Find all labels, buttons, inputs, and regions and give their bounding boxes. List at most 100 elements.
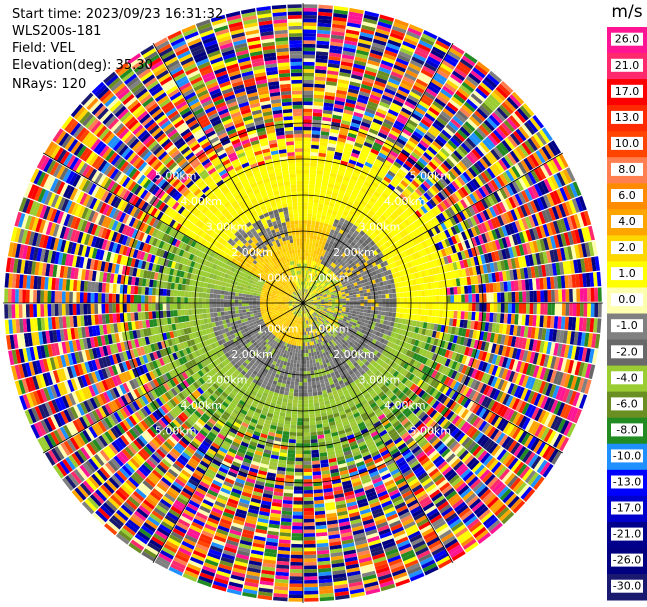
- range-gate: [311, 141, 320, 146]
- range-gate: [317, 262, 321, 267]
- range-gate: [437, 36, 452, 47]
- range-gate: [454, 131, 466, 142]
- range-gate: [496, 313, 501, 323]
- range-gate: [430, 49, 445, 60]
- range-gate: [402, 313, 407, 319]
- range-gate: [451, 96, 463, 107]
- range-gate: [416, 103, 428, 113]
- range-gate: [303, 213, 308, 217]
- range-gate: [396, 307, 401, 313]
- range-gate: [331, 304, 336, 307]
- range-gate: [330, 253, 335, 258]
- range-gate: [303, 421, 310, 426]
- range-gate: [529, 303, 534, 315]
- range-gate: [357, 131, 367, 139]
- range-gate: [351, 233, 358, 239]
- range-gate: [352, 187, 360, 194]
- range-gate: [394, 61, 408, 70]
- range-gate: [343, 259, 349, 265]
- range-gate: [312, 213, 317, 218]
- range-gate: [314, 281, 318, 286]
- range-gate: [461, 55, 476, 67]
- range-gate: [319, 222, 325, 227]
- range-gate: [350, 152, 360, 159]
- range-gate: [303, 173, 310, 178]
- range-gate: [330, 41, 343, 47]
- range-gate: [307, 220, 312, 225]
- range-gate: [331, 165, 339, 171]
- range-gate: [470, 70, 484, 82]
- range-gate: [309, 271, 312, 276]
- range-gate: [454, 67, 468, 79]
- range-gate: [445, 53, 459, 64]
- range-gate: [303, 385, 308, 390]
- range-gate: [312, 209, 318, 214]
- range-gate: [324, 266, 329, 271]
- range-gate: [369, 197, 377, 204]
- range-gate: [362, 197, 370, 204]
- range-gate: [464, 303, 469, 311]
- range-gate: [315, 286, 319, 291]
- range-gate: [319, 248, 324, 253]
- range-gate: [371, 45, 385, 53]
- range-gate: [307, 256, 311, 261]
- range-gate: [373, 161, 382, 169]
- range-gate: [309, 345, 313, 350]
- range-gate: [304, 587, 319, 591]
- range-gate: [308, 392, 313, 397]
- range-gate: [446, 79, 459, 90]
- range-gate: [450, 118, 462, 129]
- range-gate: [303, 382, 308, 386]
- range-gate: [440, 110, 452, 121]
- range-gate: [322, 265, 327, 270]
- range-gate: [476, 61, 491, 73]
- range-gate: [372, 204, 380, 211]
- range-gate: [319, 267, 323, 272]
- range-gate: [379, 14, 395, 22]
- range-gate: [307, 289, 310, 294]
- range-gate: [394, 208, 402, 216]
- range-gate: [310, 367, 314, 371]
- range-gate: [308, 195, 314, 200]
- range-gate: [323, 275, 327, 279]
- range-gate: [318, 156, 326, 161]
- range-gate: [330, 266, 335, 271]
- range-gate: [344, 143, 354, 149]
- range-gate: [420, 118, 432, 128]
- range-gate: [312, 116, 322, 121]
- range-gate: [303, 40, 316, 45]
- range-gate: [318, 225, 324, 230]
- range-gate: [311, 457, 320, 462]
- range-gate: [310, 253, 314, 258]
- range-gate: [459, 58, 474, 70]
- range-gate: [357, 178, 365, 185]
- range-gate: [303, 97, 313, 102]
- range-gate: [303, 299, 304, 303]
- range-gate: [348, 182, 356, 188]
- range-gate: [343, 150, 352, 156]
- range-gate: [463, 101, 476, 113]
- range-gate: [504, 292, 509, 303]
- range-gate: [323, 102, 334, 108]
- range-gate: [310, 292, 314, 296]
- range-gate: [324, 242, 330, 247]
- range-gate: [387, 183, 396, 191]
- range-gate: [305, 289, 308, 293]
- range-gate: [315, 376, 320, 382]
- range-gate: [321, 264, 325, 269]
- range-gate: [447, 139, 458, 150]
- range-gate: [314, 192, 320, 197]
- range-gate: [304, 263, 307, 268]
- range-gate: [391, 288, 396, 294]
- range-gate: [354, 221, 360, 227]
- range-gate: [338, 306, 343, 309]
- range-gate: [366, 63, 379, 70]
- range-gate: [315, 181, 322, 186]
- range-gate: [331, 225, 337, 231]
- range-gate: [313, 261, 317, 266]
- range-gate: [303, 353, 306, 357]
- range-gate: [388, 288, 393, 294]
- range-gate: [358, 155, 367, 162]
- range-gate: [303, 450, 311, 455]
- range-gate: [369, 184, 377, 191]
